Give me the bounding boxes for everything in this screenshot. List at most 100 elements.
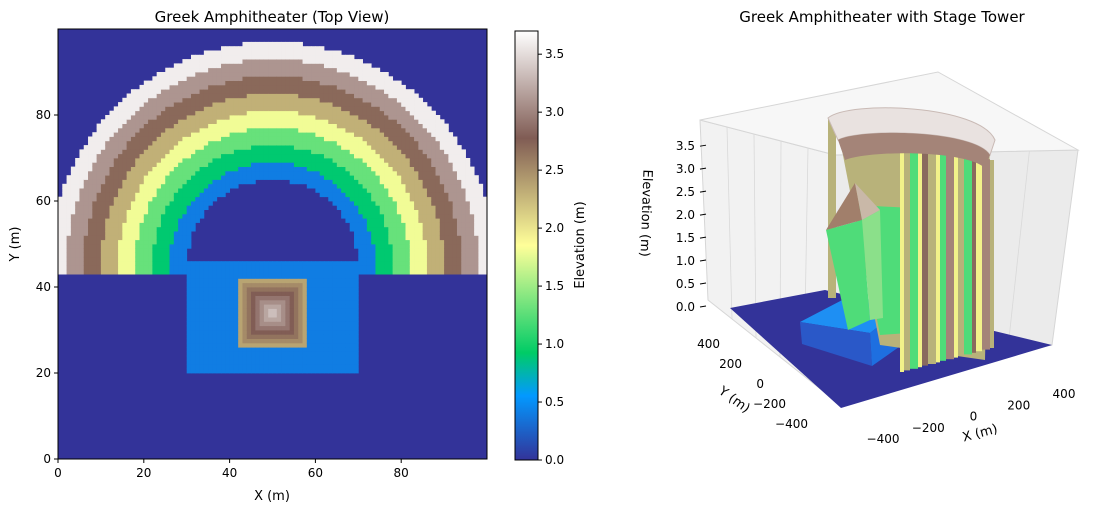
heatmap-cell [242, 162, 248, 167]
heatmap-cell [366, 140, 372, 146]
heatmap-cell [426, 201, 432, 206]
heatmap-cell [405, 256, 411, 262]
heatmap-cell [366, 188, 372, 193]
heatmap-cell [96, 149, 102, 155]
heatmap-cell [276, 166, 282, 172]
heatmap-cell [255, 330, 261, 335]
heatmap-cell [79, 222, 85, 228]
heatmap-cell [62, 196, 67, 202]
heatmap-cell [281, 261, 286, 266]
heatmap-cell [409, 269, 415, 275]
heatmap-cell [178, 226, 183, 232]
heatmap-cell [148, 132, 153, 137]
heatmap-cell [113, 136, 119, 142]
heatmap-cell [263, 67, 269, 73]
heatmap-cell [88, 261, 93, 266]
heatmap-cell [208, 84, 213, 90]
heatmap-cell [371, 231, 376, 236]
heatmap-cell [358, 93, 363, 99]
heatmap-cell [311, 153, 316, 159]
heatmap-cell [251, 54, 256, 60]
heatmap-cell [354, 84, 359, 90]
heatmap-cell [349, 119, 355, 124]
heatmap-cell [396, 235, 402, 241]
heatmap-cell [448, 269, 454, 275]
heatmap-cell [328, 312, 333, 318]
heatmap-cell [289, 351, 295, 357]
heatmap-cell [293, 321, 299, 327]
heatmap-cell [246, 106, 252, 112]
heatmap-cell [285, 291, 291, 296]
heatmap-cell [182, 183, 188, 189]
heatmap-cell [178, 179, 183, 185]
heatmap-cell [422, 244, 428, 249]
heatmap-cell [306, 84, 312, 90]
heatmap-cell [289, 347, 295, 352]
heatmap-cell [190, 110, 196, 116]
heatmap-cell [263, 76, 269, 81]
heatmap-cell [186, 287, 192, 292]
heatmap-cell [336, 278, 342, 284]
heatmap-cell [221, 50, 226, 56]
heatmap-cell [293, 351, 299, 357]
heatmap-cell [323, 89, 329, 94]
heatmap-cell [139, 235, 145, 241]
heatmap-cell [328, 102, 333, 107]
heatmap-cell [148, 213, 153, 219]
heatmap-cell [276, 351, 282, 357]
heatmap-cell [75, 188, 80, 193]
heatmap-cell [259, 261, 265, 266]
heatmap-cell [156, 140, 162, 146]
heatmap-cell [392, 127, 398, 133]
heatmap-cell [426, 226, 432, 232]
heatmap-cell [311, 89, 316, 94]
heatmap-cell [298, 269, 303, 275]
heatmap-cell [289, 360, 295, 365]
heatmap-cell [216, 72, 222, 77]
heatmap-cell [315, 274, 321, 279]
heatmap-cell [426, 115, 432, 120]
heatmap-cell [392, 97, 398, 103]
heatmap-cell [345, 355, 351, 361]
heatmap-cell [152, 149, 158, 155]
heatmap-cell [375, 192, 381, 198]
heatmap-cell [255, 304, 261, 309]
heatmap-cell [482, 252, 488, 258]
heatmap-cell [289, 312, 295, 318]
heatmap-cell [354, 299, 359, 305]
heatmap-cell [229, 54, 235, 60]
heatmap-cell [118, 132, 123, 137]
heatmap-cell [233, 321, 239, 327]
heatmap-cell [345, 54, 351, 60]
heatmap-cell [238, 287, 243, 292]
heatmap-cell [130, 170, 136, 176]
heatmap-cell [148, 265, 153, 271]
heatmap-cell [306, 274, 312, 279]
heatmap-cell [186, 347, 192, 352]
heatmap-cell [156, 153, 162, 159]
heatmap-cell [229, 145, 235, 150]
heatmap-cell [251, 338, 256, 344]
heatmap-cell [341, 261, 346, 266]
heatmap-cell [405, 162, 411, 167]
heatmap-cell [66, 248, 72, 253]
heatmap-cell [165, 179, 170, 185]
heatmap-cell [276, 282, 282, 288]
heatmap-cell [216, 312, 222, 318]
heatmap-cell [251, 291, 256, 296]
heatmap-cell [113, 132, 119, 137]
heatmap-cell [272, 59, 278, 64]
heatmap-cell [113, 218, 119, 223]
heatmap-cell [139, 188, 145, 193]
heatmap-cell [358, 213, 363, 219]
heatmap-cell [225, 321, 230, 327]
heatmap-cell [384, 248, 389, 253]
heatmap-cell [242, 149, 248, 155]
heatmap-cell [186, 110, 192, 116]
heatmap-cell [435, 213, 441, 219]
heatmap-cell [233, 342, 239, 348]
heatmap-cell [401, 231, 406, 236]
heatmap-cell [448, 158, 454, 163]
